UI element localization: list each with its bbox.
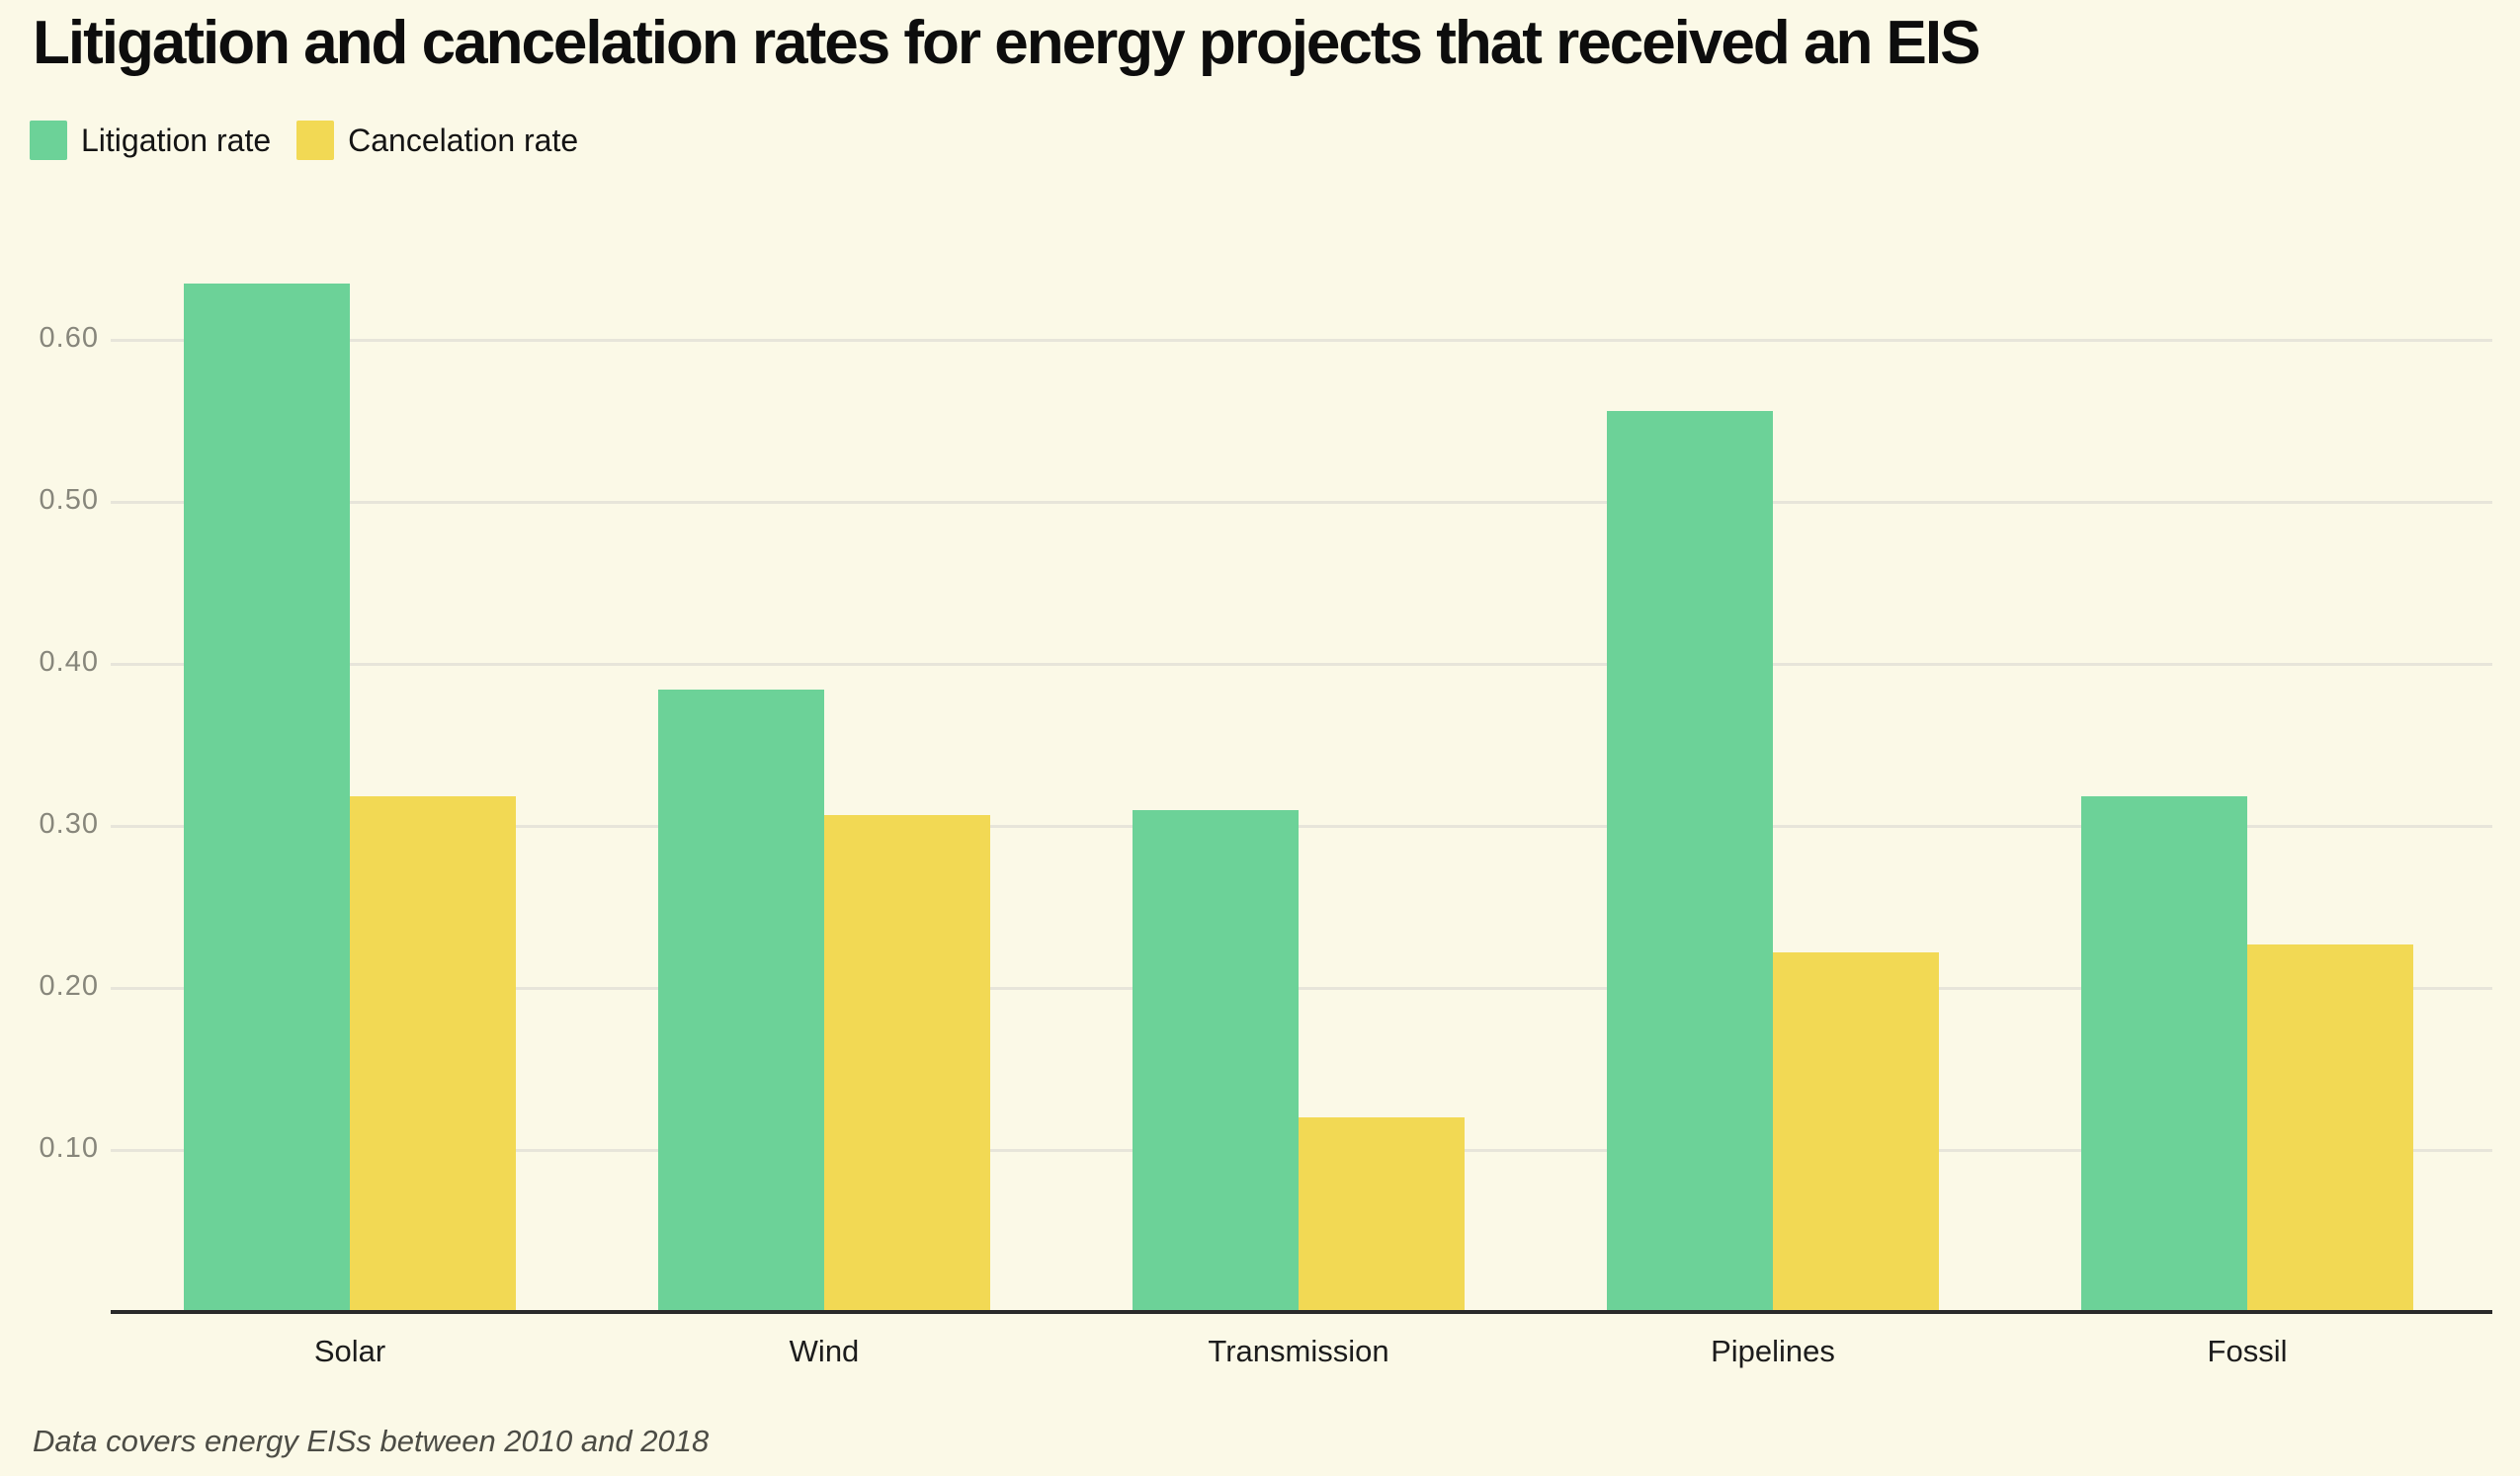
bar-solar-litigation-rate xyxy=(184,284,350,1312)
bar-pipelines-cancelation-rate xyxy=(1773,952,1939,1312)
bar-pipelines-litigation-rate xyxy=(1607,411,1773,1312)
y-axis-tick-0.20: 0.20 xyxy=(39,970,99,1002)
page-title: Litigation and cancelation rates for ene… xyxy=(33,9,1980,77)
chart-footnote: Data covers energy EISs between 2010 and… xyxy=(33,1424,710,1458)
y-axis-tick-0.30: 0.30 xyxy=(39,808,99,840)
legend-item-litigation-rate: Litigation rate xyxy=(30,121,271,160)
x-axis-label-fossil: Fossil xyxy=(2207,1334,2288,1368)
gridline-0.40 xyxy=(111,663,2492,666)
legend-swatch-litigation-rate xyxy=(30,121,67,160)
y-axis-tick-0.60: 0.60 xyxy=(39,322,99,354)
bar-wind-cancelation-rate xyxy=(824,815,990,1312)
legend-label-cancelation-rate: Cancelation rate xyxy=(348,122,579,158)
y-axis-tick-0.40: 0.40 xyxy=(39,646,99,678)
gridline-0.30 xyxy=(111,825,2492,828)
gridline-0.20 xyxy=(111,987,2492,990)
bar-transmission-cancelation-rate xyxy=(1299,1117,1465,1312)
bar-fossil-litigation-rate xyxy=(2081,796,2247,1312)
y-axis-tick-0.10: 0.10 xyxy=(39,1132,99,1164)
x-axis-label-transmission: Transmission xyxy=(1208,1334,1389,1368)
bar-fossil-cancelation-rate xyxy=(2247,944,2413,1312)
gridline-0.50 xyxy=(111,501,2492,504)
bar-solar-cancelation-rate xyxy=(350,796,516,1312)
legend-label-litigation-rate: Litigation rate xyxy=(81,122,272,158)
legend: Litigation rate Cancelation rate xyxy=(30,121,604,160)
x-axis-line xyxy=(111,1310,2492,1314)
x-axis-label-pipelines: Pipelines xyxy=(1711,1334,1835,1368)
x-axis-label-solar: Solar xyxy=(313,1334,386,1368)
y-axis-tick-0.50: 0.50 xyxy=(39,484,99,516)
legend-swatch-cancelation-rate xyxy=(296,121,335,160)
bar-wind-litigation-rate xyxy=(658,690,824,1312)
gridline-0.60 xyxy=(111,339,2492,342)
legend-item-cancelation-rate: Cancelation rate xyxy=(296,121,578,160)
bar-transmission-litigation-rate xyxy=(1133,810,1299,1312)
x-axis-label-wind: Wind xyxy=(789,1334,860,1368)
